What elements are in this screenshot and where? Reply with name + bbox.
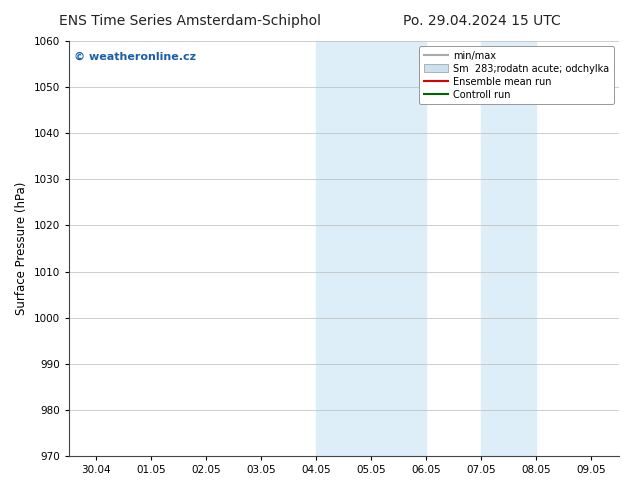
Text: ENS Time Series Amsterdam-Schiphol: ENS Time Series Amsterdam-Schiphol xyxy=(59,14,321,28)
Y-axis label: Surface Pressure (hPa): Surface Pressure (hPa) xyxy=(15,182,28,315)
Text: Po. 29.04.2024 15 UTC: Po. 29.04.2024 15 UTC xyxy=(403,14,560,28)
Bar xyxy=(316,41,427,456)
Legend: min/max, Sm  283;rodatn acute; odchylka, Ensemble mean run, Controll run: min/max, Sm 283;rodatn acute; odchylka, … xyxy=(419,46,614,104)
Bar xyxy=(481,41,536,456)
Text: © weatheronline.cz: © weatheronline.cz xyxy=(74,51,197,61)
